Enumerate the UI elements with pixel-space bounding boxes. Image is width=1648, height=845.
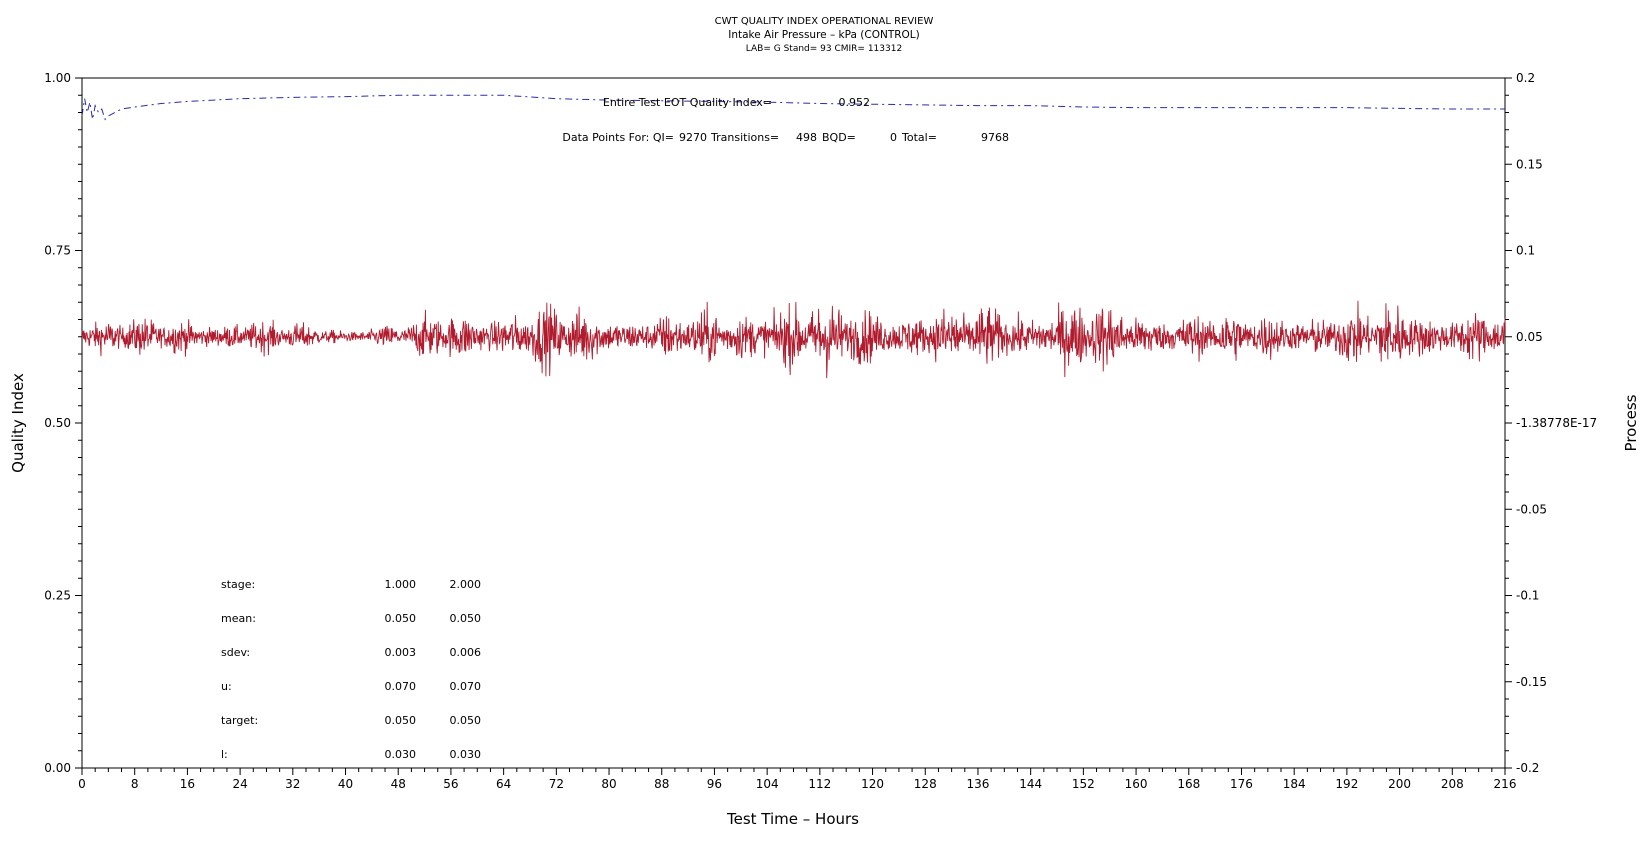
x-tick-label: 88 (654, 777, 669, 791)
y-right-tick-label: -0.05 (1516, 502, 1547, 516)
x-tick-label: 48 (391, 777, 406, 791)
x-axis: 0 8 16 24 32 40 48 56 64 72 80 88 96 104 112 120 128 136 1… (78, 768, 1516, 791)
y-left-tick-label: 1.00 (44, 71, 71, 85)
transitions-label: Transitions= (710, 131, 779, 144)
stats-row-label: l: (221, 748, 228, 761)
stats-row-value-stage1: 0.050 (385, 714, 417, 727)
x-tick-label: 96 (707, 777, 722, 791)
y-left-axis: 0.00 0.25 0.50 0.75 1.00 (44, 71, 82, 775)
y-right-tick-label: 0.1 (1516, 244, 1535, 258)
stats-row-label: mean: (221, 612, 256, 625)
y-right-tick-label: -1.38778E-17 (1516, 416, 1597, 430)
x-tick-label: 152 (1072, 777, 1095, 791)
stats-row-value-stage1: 0.030 (385, 748, 417, 761)
y-right-axis-label: Process (1622, 394, 1640, 451)
y-right-tick-label: 0.15 (1516, 157, 1543, 171)
chart-subtitle-stand: LAB= G Stand= 93 CMIR= 113312 (746, 44, 902, 54)
bqd-value: 0 (890, 131, 897, 144)
series-quality-index (81, 94, 1505, 121)
points-label: Data Points For: QI= (562, 131, 674, 144)
x-tick-label: 0 (78, 777, 86, 791)
total-label: Total= (901, 131, 937, 144)
points-qi-value: 9270 (679, 131, 707, 144)
x-axis-label: Test Time – Hours (726, 810, 859, 828)
stats-row-value-stage1: 0.070 (385, 680, 417, 693)
x-tick-label: 168 (1177, 777, 1200, 791)
stats-row-value-stage2: 0.050 (450, 612, 482, 625)
x-tick-label: 112 (808, 777, 831, 791)
stats-row-value-stage1: 0.003 (385, 646, 417, 659)
chart-title: CWT QUALITY INDEX OPERATIONAL REVIEW (715, 16, 934, 27)
x-tick-label: 136 (967, 777, 990, 791)
eot-value: 0.952 (839, 96, 871, 109)
x-tick-label: 80 (601, 777, 616, 791)
process-line (81, 300, 1506, 379)
y-left-tick-label: 0.25 (44, 589, 71, 603)
total-value: 9768 (981, 131, 1009, 144)
stats-row-label: target: (221, 714, 258, 727)
y-left-tick-label: 0.00 (44, 761, 71, 775)
y-right-axis: -0.2 -0.15 -0.1 -0.05 -1.38778E-17 0.05 0.1 0.1… (1505, 71, 1597, 775)
data-points-annotation: Data Points For: QI= 9270 Transitions= 4… (562, 131, 1009, 144)
x-tick-label: 72 (549, 777, 564, 791)
x-tick-label: 208 (1441, 777, 1464, 791)
stats-row-value-stage1: 1.000 (385, 578, 417, 591)
x-tick-label: 128 (914, 777, 937, 791)
x-tick-label: 32 (285, 777, 300, 791)
transitions-value: 498 (796, 131, 817, 144)
x-tick-label: 200 (1388, 777, 1411, 791)
stats-row-label: sdev: (221, 646, 250, 659)
y-right-tick-label: -0.1 (1516, 589, 1539, 603)
stats-row-label: u: (221, 680, 232, 693)
eot-label: Entire Test EOT Quality Index= (603, 96, 772, 109)
stats-row-value-stage1: 0.050 (385, 612, 417, 625)
y-right-tick-label: 0.05 (1516, 330, 1543, 344)
x-tick-label: 216 (1494, 777, 1517, 791)
quality-index-line (81, 94, 1505, 121)
stats-row-label: stage: (221, 578, 255, 591)
eot-annotation: Entire Test EOT Quality Index= 0.952 (603, 96, 870, 109)
y-left-axis-label: Quality Index (9, 373, 27, 473)
x-tick-label: 56 (443, 777, 458, 791)
x-tick-label: 120 (861, 777, 884, 791)
y-right-tick-label: -0.15 (1516, 675, 1547, 689)
stats-row-value-stage2: 0.050 (450, 714, 482, 727)
x-tick-label: 144 (1019, 777, 1042, 791)
x-tick-label: 8 (131, 777, 139, 791)
plot-area (81, 77, 1506, 769)
y-right-tick-label: 0.2 (1516, 71, 1535, 85)
y-right-tick-label: -0.2 (1516, 761, 1539, 775)
x-tick-label: 160 (1125, 777, 1148, 791)
stats-row-value-stage2: 2.000 (450, 578, 482, 591)
x-tick-label: 64 (496, 777, 511, 791)
x-tick-label: 104 (756, 777, 779, 791)
y-left-tick-label: 0.50 (44, 416, 71, 430)
series-process (81, 300, 1506, 379)
x-tick-label: 184 (1283, 777, 1306, 791)
stats-row-value-stage2: 0.030 (450, 748, 482, 761)
x-tick-label: 40 (338, 777, 353, 791)
x-tick-label: 24 (232, 777, 247, 791)
y-left-tick-label: 0.75 (44, 244, 71, 258)
stats-row-value-stage2: 0.006 (450, 646, 482, 659)
stats-table: stage: 1.000 2.000 mean: 0.050 0.050 sdev: 0.00… (221, 578, 481, 761)
x-tick-label: 192 (1335, 777, 1358, 791)
bqd-label: BQD= (822, 131, 856, 144)
x-tick-label: 16 (180, 777, 195, 791)
x-tick-label: 176 (1230, 777, 1253, 791)
stats-row-value-stage2: 0.070 (450, 680, 482, 693)
chart-subtitle: Intake Air Pressure – kPa (CONTROL) (728, 29, 920, 41)
